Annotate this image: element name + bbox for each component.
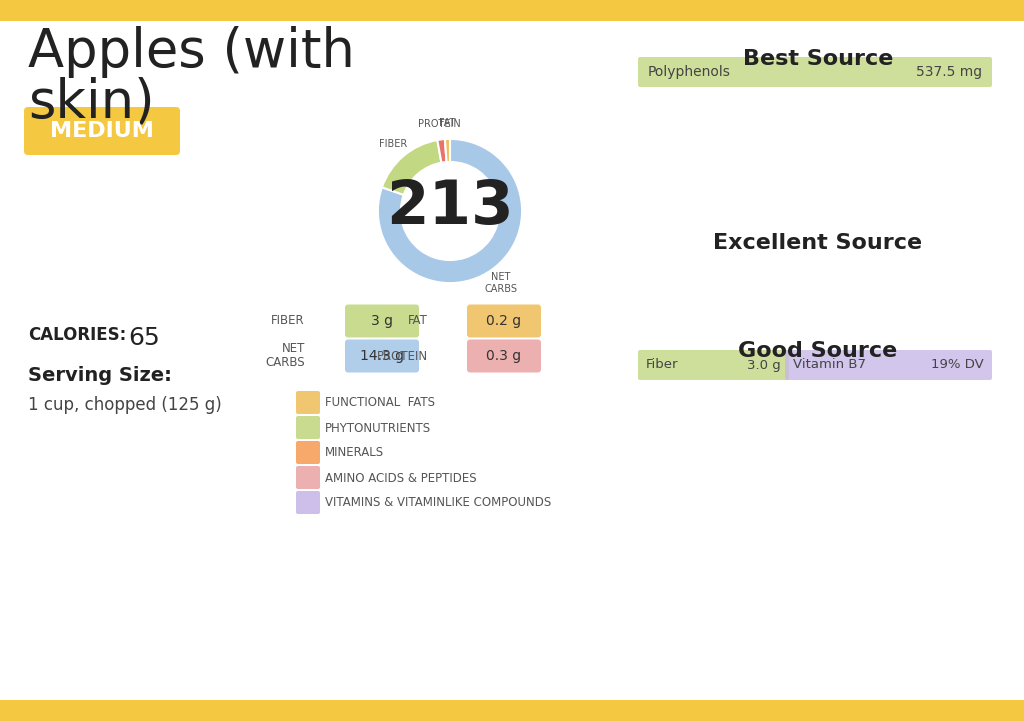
FancyBboxPatch shape xyxy=(0,0,1024,21)
FancyBboxPatch shape xyxy=(296,416,319,439)
FancyBboxPatch shape xyxy=(467,340,541,373)
Text: FIBER: FIBER xyxy=(271,314,305,327)
Text: Serving Size:: Serving Size: xyxy=(28,366,172,385)
Text: 14.3 g: 14.3 g xyxy=(360,349,404,363)
Text: 19% DV: 19% DV xyxy=(931,358,984,371)
FancyBboxPatch shape xyxy=(345,340,419,373)
Text: Fiber: Fiber xyxy=(646,358,679,371)
Text: NET
CARBS: NET CARBS xyxy=(484,272,517,293)
FancyBboxPatch shape xyxy=(785,350,992,380)
Text: skin): skin) xyxy=(28,76,155,128)
Text: Vitamin B7: Vitamin B7 xyxy=(793,358,866,371)
FancyBboxPatch shape xyxy=(24,107,180,155)
FancyBboxPatch shape xyxy=(296,466,319,489)
Text: 213: 213 xyxy=(386,178,514,237)
Text: Excellent Source: Excellent Source xyxy=(714,233,923,253)
Text: 65: 65 xyxy=(128,326,160,350)
Text: Best Source: Best Source xyxy=(742,49,893,69)
FancyBboxPatch shape xyxy=(296,391,319,414)
FancyBboxPatch shape xyxy=(296,491,319,514)
Text: FIBER: FIBER xyxy=(379,139,408,149)
FancyBboxPatch shape xyxy=(467,304,541,337)
Text: AMINO ACIDS & PEPTIDES: AMINO ACIDS & PEPTIDES xyxy=(325,472,476,485)
Text: NET
CARBS: NET CARBS xyxy=(265,342,305,369)
Wedge shape xyxy=(382,140,441,195)
Text: FAT: FAT xyxy=(409,314,428,327)
Wedge shape xyxy=(437,139,446,163)
Wedge shape xyxy=(378,139,522,283)
Text: FAT: FAT xyxy=(438,118,455,128)
Text: PHYTONUTRIENTS: PHYTONUTRIENTS xyxy=(325,422,431,435)
Text: 537.5 mg: 537.5 mg xyxy=(915,65,982,79)
FancyBboxPatch shape xyxy=(638,350,790,380)
Text: Apples (with: Apples (with xyxy=(28,26,355,78)
Text: 1 cup, chopped (125 g): 1 cup, chopped (125 g) xyxy=(28,396,222,414)
FancyBboxPatch shape xyxy=(345,304,419,337)
FancyBboxPatch shape xyxy=(638,57,992,87)
Text: FUNCTIONAL  FATS: FUNCTIONAL FATS xyxy=(325,397,435,410)
Text: 0.3 g: 0.3 g xyxy=(486,349,521,363)
Text: Good Source: Good Source xyxy=(738,341,898,361)
Text: 3 g: 3 g xyxy=(371,314,393,328)
Text: PROTEIN: PROTEIN xyxy=(418,119,461,129)
Text: CALORIES:: CALORIES: xyxy=(28,326,126,344)
FancyBboxPatch shape xyxy=(0,700,1024,721)
Text: 0.2 g: 0.2 g xyxy=(486,314,521,328)
Text: 3.0 g: 3.0 g xyxy=(748,358,781,371)
Text: MEDIUM: MEDIUM xyxy=(50,121,154,141)
Wedge shape xyxy=(444,139,450,162)
Text: VITAMINS & VITAMINLIKE COMPOUNDS: VITAMINS & VITAMINLIKE COMPOUNDS xyxy=(325,497,551,510)
FancyBboxPatch shape xyxy=(296,441,319,464)
Text: PROTEIN: PROTEIN xyxy=(377,350,428,363)
Text: MINERALS: MINERALS xyxy=(325,446,384,459)
Text: Polyphenols: Polyphenols xyxy=(648,65,731,79)
